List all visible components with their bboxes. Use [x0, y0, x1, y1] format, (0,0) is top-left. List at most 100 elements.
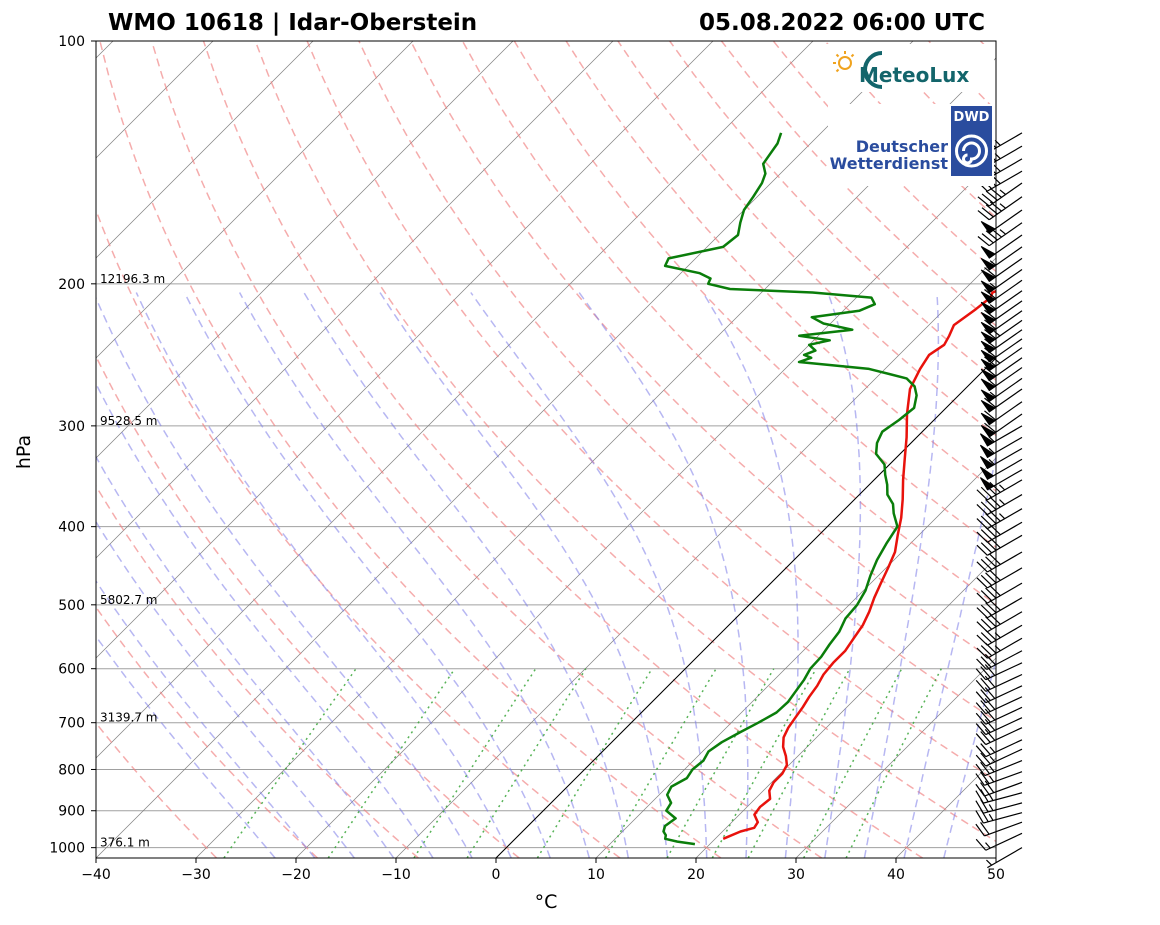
dry-adiabat [96, 721, 218, 858]
dry-adiabat [202, 41, 923, 858]
wind-barb [986, 847, 1023, 869]
dwd-badge-text: DWD [954, 110, 990, 125]
dry-adiabat [99, 41, 722, 858]
y-tick-label: 200 [58, 277, 85, 293]
moist-adiabat [943, 658, 996, 858]
mixing-ratio-line [466, 668, 587, 858]
mixing-ratio-line [803, 668, 903, 858]
wind-barb [980, 401, 1023, 426]
moist-adiabat [238, 292, 591, 858]
wind-barb [980, 310, 1023, 335]
wind-barb [976, 479, 1023, 501]
mixing-ratio-line [536, 668, 653, 858]
isotherm-line [595, 457, 996, 858]
isotherm-line [96, 41, 914, 858]
wind-barb [979, 425, 1023, 447]
x-tick-label: 0 [492, 867, 501, 883]
wind-barb [979, 447, 1023, 470]
meteolux-text: MeteoLux [859, 63, 969, 87]
wind-barb [976, 567, 1023, 589]
moist-adiabat [183, 292, 551, 858]
dry-adiabat [617, 41, 996, 437]
wind-barb [975, 696, 1023, 715]
isotherm-line [795, 657, 996, 858]
dry-adiabat [150, 41, 823, 858]
wind-barb [975, 760, 1023, 777]
meteolux-logo: MeteoLux [826, 44, 994, 92]
wind-barb [980, 300, 1023, 325]
isotherm-line [96, 41, 814, 759]
x-tick-label: −10 [381, 867, 411, 883]
y-axis-label: hPa [13, 435, 35, 469]
x-tick-label: 40 [887, 867, 905, 883]
moist-adiabat [96, 520, 355, 858]
y-tick-label: 900 [58, 804, 85, 820]
wind-barb [975, 717, 1023, 736]
wind-barb [975, 832, 1023, 851]
wind-barb [979, 458, 1023, 480]
mixing-ratio-line [711, 668, 817, 858]
dwd-line1: Deutscher [856, 137, 948, 156]
wind-barb [980, 377, 1023, 403]
swoosh-icon [863, 51, 883, 89]
temperature-profile [722, 289, 996, 840]
wind-barbs [975, 132, 1023, 869]
y-tick-label: 400 [58, 520, 85, 536]
y-tick-label: 300 [58, 419, 85, 435]
wind-barb [976, 494, 1023, 516]
moist-adiabat [135, 292, 512, 858]
mixing-ratio-line [845, 668, 942, 858]
moist-adiabat [96, 296, 473, 858]
dry-adiabat [410, 41, 996, 664]
moist-adiabat [96, 579, 316, 858]
dry-adiabat [513, 41, 996, 549]
mixing-ratio-line [747, 668, 851, 858]
x-tick-label: −30 [181, 867, 211, 883]
mixing-ratio-line [327, 668, 456, 858]
dry-adiabat [96, 354, 520, 858]
wind-barb [976, 650, 1023, 671]
wind-barb [980, 413, 1023, 438]
wind-barb [975, 771, 1023, 786]
height-label: 12196.3 m [100, 272, 165, 286]
wind-barb [975, 748, 1023, 767]
dry-adiabat [96, 605, 319, 858]
wind-barb [976, 597, 1023, 619]
wind-barb [976, 582, 1023, 604]
isotherm-line [96, 41, 414, 359]
wind-barb [979, 436, 1023, 459]
wind-barb [980, 279, 1023, 304]
moist-adiabat [303, 292, 630, 858]
dry-adiabat [306, 41, 996, 782]
wind-barb [980, 388, 1023, 413]
dwd-badge [951, 106, 992, 176]
wind-barb [977, 222, 1023, 247]
isotherm-line [695, 557, 996, 858]
x-axis-label: °C [535, 891, 558, 913]
wind-barb [980, 257, 1023, 282]
moist-adiabat [96, 382, 434, 858]
wind-barb [980, 329, 1023, 354]
y-tick-label: 100 [58, 34, 85, 50]
axes: −40 −30 −20 −10 0 10 20 30 40 50 100 200 300 400 500 60… [49, 34, 1005, 883]
y-tick-label: 700 [58, 716, 85, 732]
dry-adiabat [358, 41, 996, 722]
dry-adiabat [254, 41, 996, 843]
wind-barb [976, 534, 1023, 556]
moist-adiabat [96, 635, 276, 858]
wind-barb [980, 367, 1023, 392]
x-tick-label: −40 [81, 867, 111, 883]
x-tick-label: −20 [281, 867, 311, 883]
wind-barb [975, 727, 1023, 746]
moist-adiabat [824, 292, 862, 858]
sun-icon [833, 51, 855, 73]
isotherm-line [96, 41, 514, 459]
x-tick-label: 10 [587, 867, 605, 883]
wind-barb [977, 182, 1023, 207]
wind-barb [976, 611, 1023, 633]
moist-adiabat [578, 292, 749, 858]
wind-barb [976, 624, 1023, 646]
wind-barb [975, 685, 1023, 704]
spiral-icon [955, 134, 988, 168]
